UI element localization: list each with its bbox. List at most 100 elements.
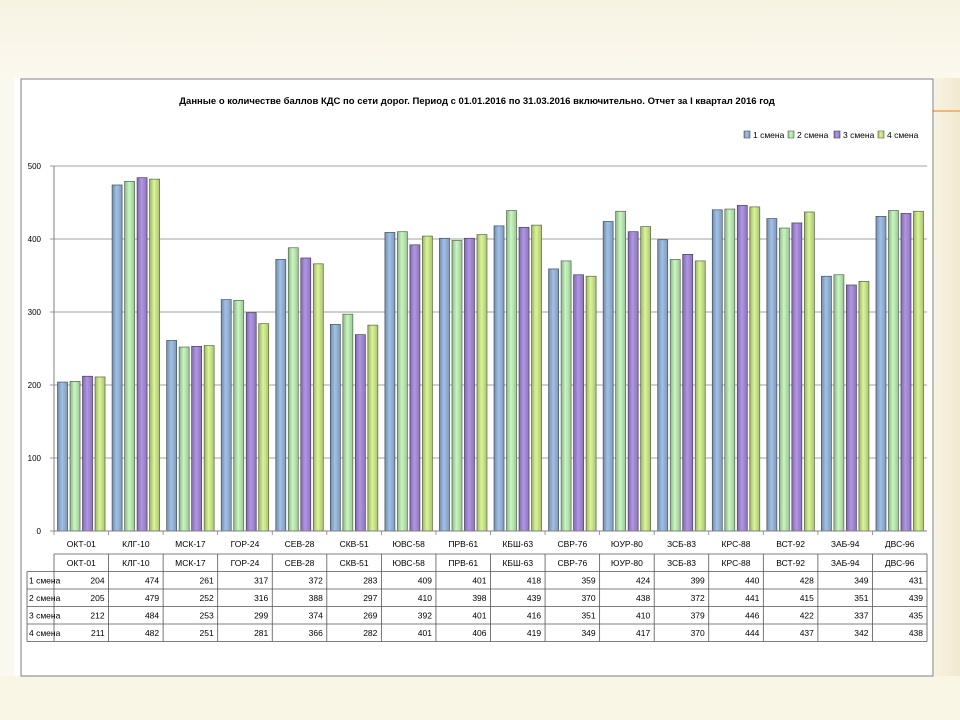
table-cell: 439 — [527, 593, 541, 603]
bar — [888, 210, 899, 532]
table-cell: 283 — [363, 576, 377, 586]
bar — [711, 209, 723, 532]
bar — [900, 213, 912, 532]
bar — [245, 312, 257, 532]
bar — [233, 299, 245, 532]
bar — [778, 227, 790, 532]
table-cell: 212 — [90, 611, 104, 621]
table-cell: 252 — [200, 593, 214, 603]
table-cell: 374 — [309, 611, 323, 621]
x-tick-label: ЗАБ-94 — [831, 539, 860, 549]
bar — [694, 260, 706, 532]
table-cell: 205 — [90, 593, 104, 603]
bar — [846, 284, 857, 532]
table-cell: 446 — [745, 611, 759, 621]
table-cell: 398 — [472, 593, 486, 603]
table-cell: 444 — [745, 628, 759, 638]
table-cell: 417 — [636, 628, 650, 638]
legend-label: 1 смена — [753, 130, 785, 140]
bar — [858, 280, 870, 532]
table-header-cell: ЗАБ-94 — [831, 558, 860, 568]
table-cell: 299 — [254, 611, 268, 621]
table-cell: 419 — [527, 628, 541, 638]
table-cell: 438 — [909, 628, 923, 638]
table-cell: 351 — [581, 611, 595, 621]
table-cell: 204 — [90, 576, 104, 586]
bar — [258, 323, 270, 532]
table-cell: 479 — [145, 593, 159, 603]
bar — [275, 259, 287, 532]
bar — [749, 206, 761, 532]
slide-background-bottom — [0, 676, 960, 720]
legend-label: 4 смена — [887, 130, 919, 140]
table-header-cell: КРС-88 — [722, 558, 751, 568]
table-cell: 438 — [636, 593, 650, 603]
bar — [736, 205, 748, 532]
table-cell: 440 — [745, 576, 759, 586]
table-cell: 482 — [145, 628, 159, 638]
y-tick-label: 0 — [37, 527, 42, 536]
x-tick-label: СКВ-51 — [340, 539, 369, 549]
bar — [439, 237, 450, 532]
table-row-label: 3 смена — [29, 611, 61, 621]
table-cell: 297 — [363, 593, 377, 603]
table-header-cell: СВР-76 — [557, 558, 587, 568]
table-cell: 401 — [472, 611, 486, 621]
bar — [422, 235, 433, 532]
table-cell: 379 — [691, 611, 705, 621]
x-tick-label: ПРВ-61 — [448, 539, 478, 549]
x-tick-label: КБШ-63 — [502, 539, 533, 549]
table-header-cell: ДВС-96 — [885, 558, 915, 568]
table-row-label: 2 смена — [29, 593, 61, 603]
bar — [627, 231, 639, 532]
x-tick-label: ЮУР-80 — [611, 539, 643, 549]
bar — [329, 324, 341, 532]
legend-label: 2 смена — [797, 130, 829, 140]
bar — [111, 184, 123, 532]
legend-swatch — [743, 130, 751, 139]
table-cell: 316 — [254, 593, 268, 603]
bar — [682, 253, 694, 532]
bar — [640, 226, 652, 532]
table-header-cell: СКВ-51 — [340, 558, 369, 568]
table-cell: 410 — [418, 593, 432, 603]
x-tick-label: ЮВС-58 — [392, 539, 425, 549]
data-table: ОКТ-01 КЛГ-10 МСК-17 ГОР-24 СЕВ-28 СКВ-51 ЮВС-… — [26, 553, 928, 642]
table-cell: 424 — [636, 576, 650, 586]
table-cell: 251 — [200, 628, 214, 638]
bar — [821, 275, 832, 532]
bar — [354, 334, 366, 532]
slide-background-left — [0, 78, 14, 676]
legend: 1 смена 2 смена 3 смена 4 смена — [743, 130, 919, 140]
bar — [409, 244, 421, 532]
bar — [531, 224, 542, 532]
table-cell: 366 — [309, 628, 323, 638]
bar — [669, 259, 681, 532]
bar — [178, 346, 190, 532]
bar — [82, 375, 93, 532]
x-tick-label: ГОР-24 — [231, 539, 260, 549]
bar — [220, 299, 232, 532]
bar — [384, 232, 396, 532]
chart-title: Данные о количестве баллов КДС по сети д… — [179, 96, 774, 107]
bar — [57, 381, 68, 532]
table-cell: 253 — [200, 611, 214, 621]
table-row-label: 4 смена — [29, 628, 61, 638]
table-cell: 422 — [800, 611, 814, 621]
bar — [94, 376, 106, 532]
table-cell: 439 — [909, 593, 923, 603]
bar — [124, 180, 135, 532]
bar — [166, 340, 178, 532]
table-cell: 349 — [581, 628, 595, 638]
table-cell: 392 — [418, 611, 432, 621]
table-header-cell: КБШ-63 — [502, 558, 533, 568]
bar — [506, 210, 517, 532]
bar — [560, 260, 572, 532]
table-header-cell: ПРВ-61 — [448, 558, 478, 568]
table-cell: 415 — [800, 593, 814, 603]
x-tick-label: СЕВ-28 — [285, 539, 315, 549]
bar — [585, 275, 597, 532]
x-tick-label: КРС-88 — [722, 539, 751, 549]
x-tick-label: ЗСБ-83 — [667, 539, 696, 549]
table-header-cell: ГОР-24 — [231, 558, 260, 568]
